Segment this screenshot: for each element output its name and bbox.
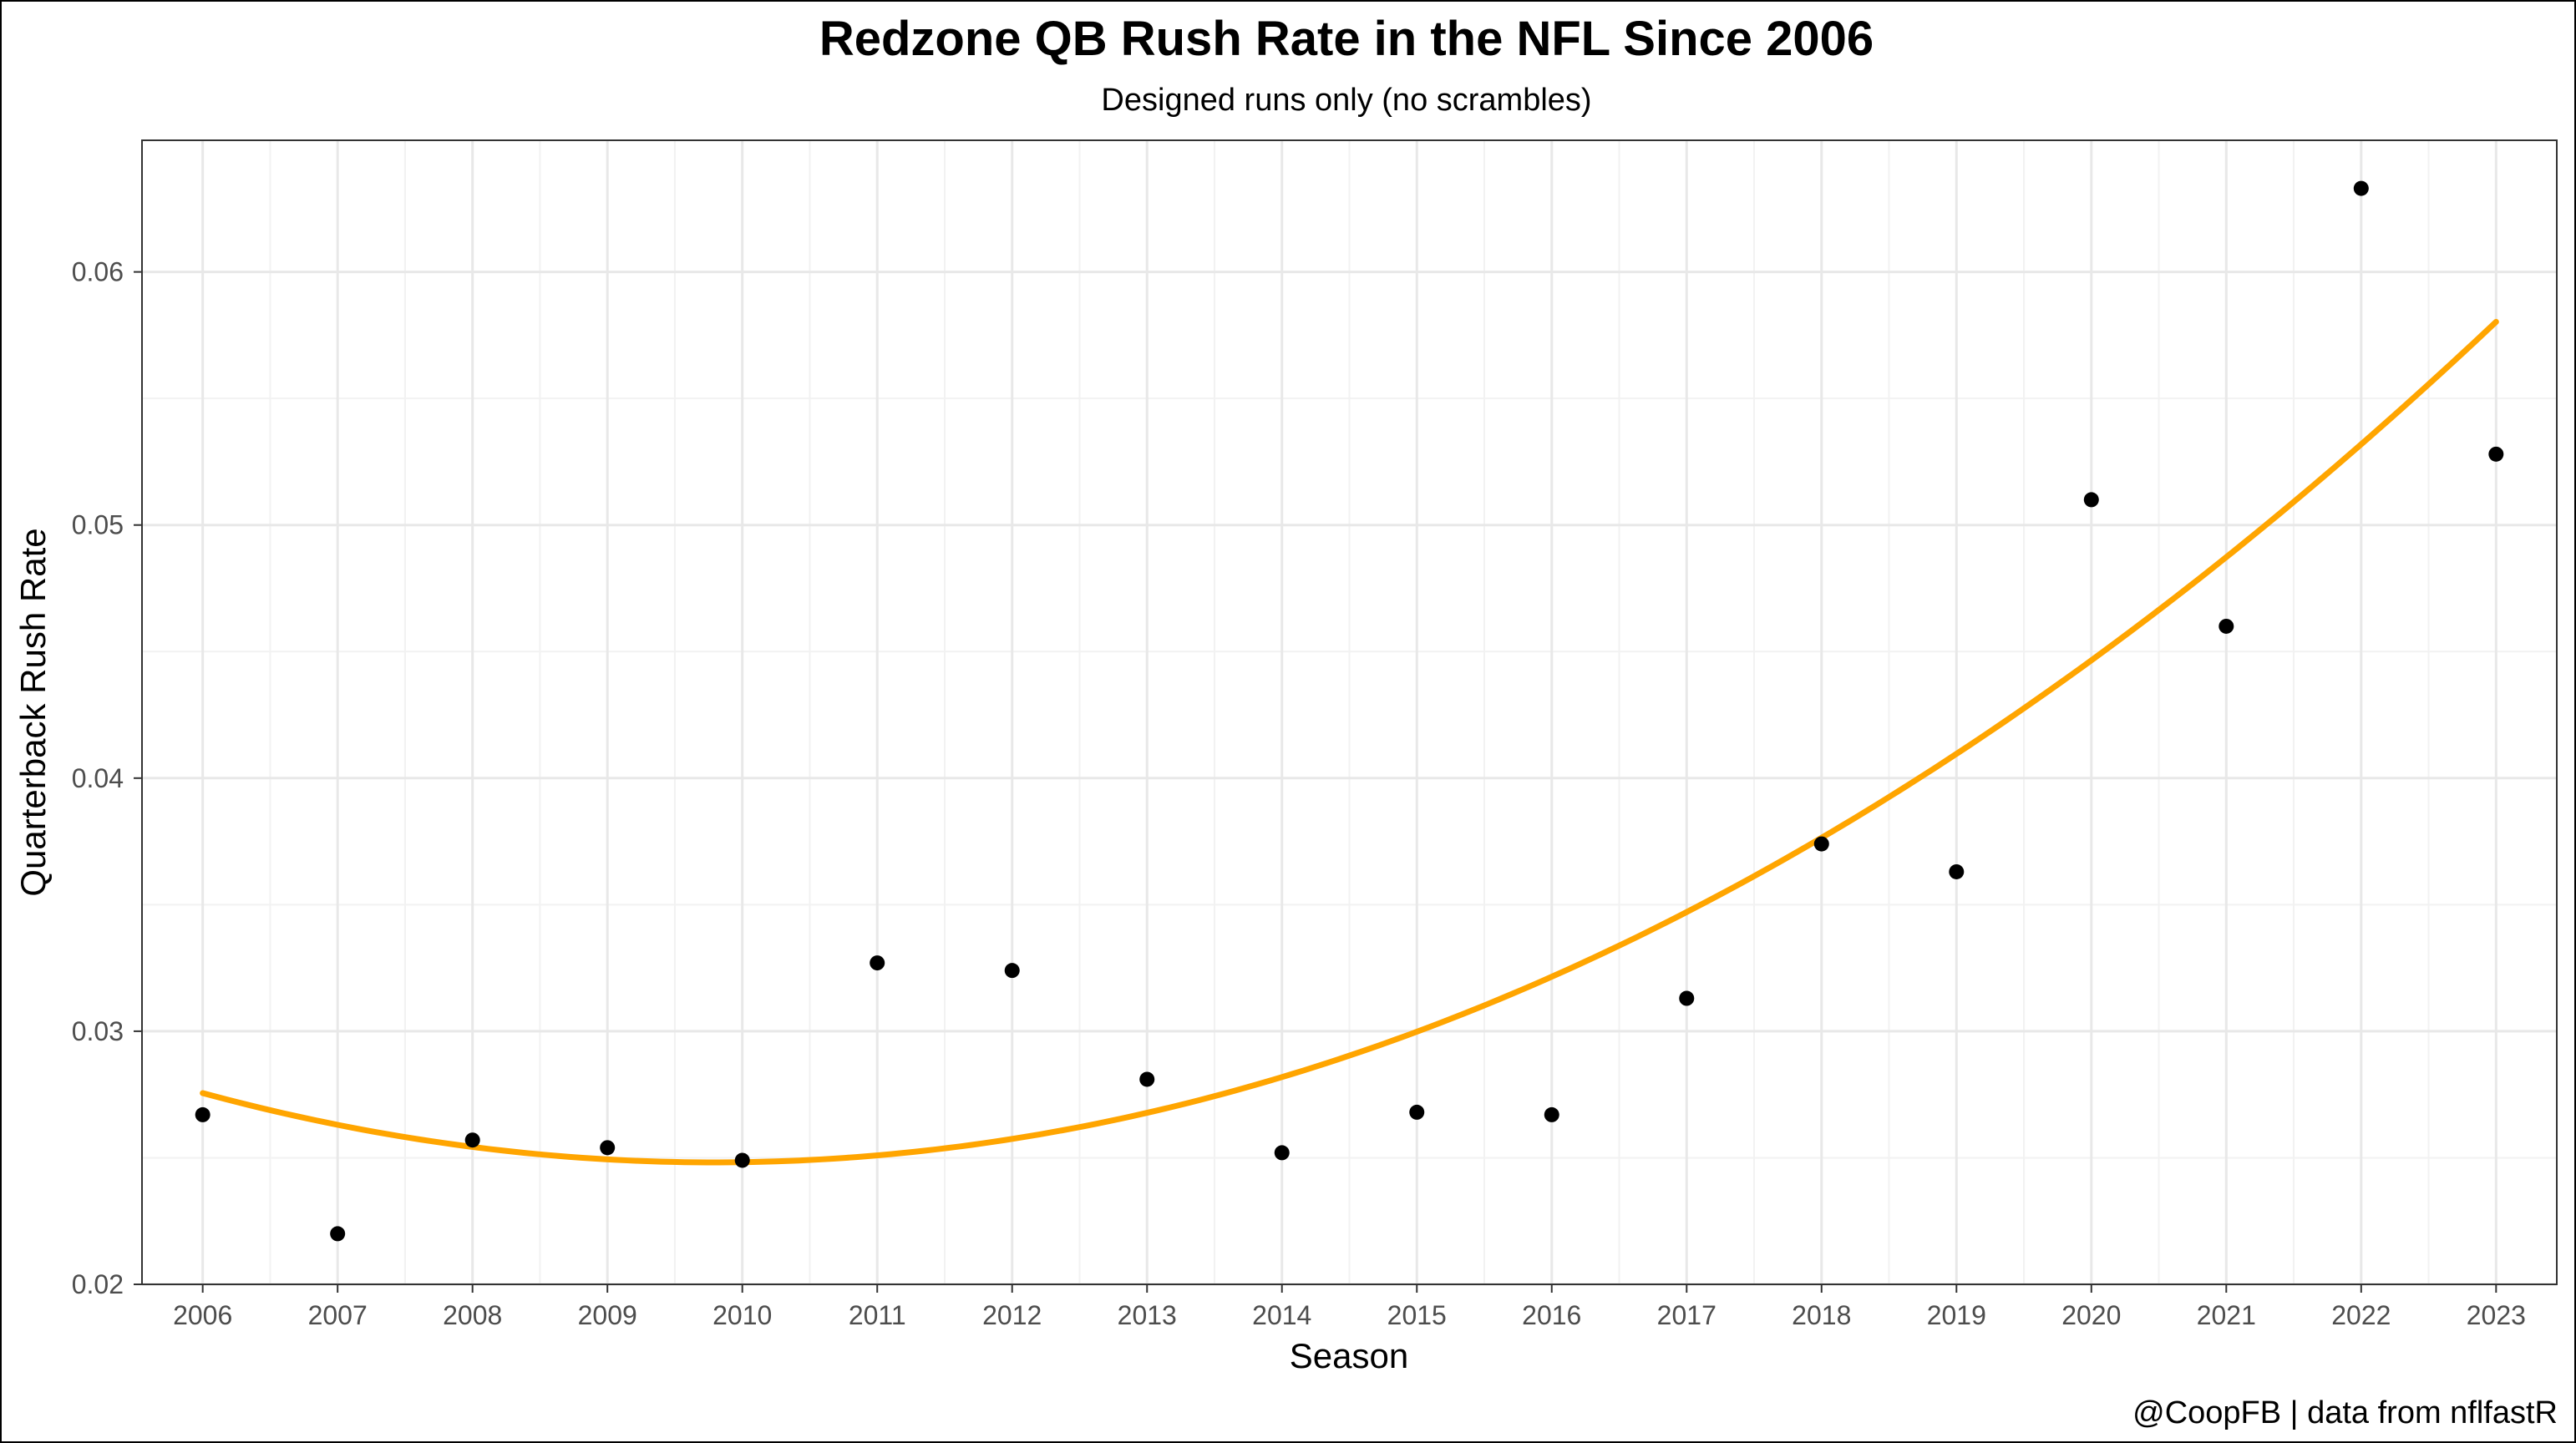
data-point-2011 (870, 955, 885, 971)
trend-line (200, 318, 2499, 1166)
x-tick-label: 2007 (308, 1300, 368, 1330)
x-tick-label: 2023 (2467, 1300, 2526, 1330)
x-tick-label: 2016 (1522, 1300, 1581, 1330)
x-tick-label: 2020 (2061, 1300, 2121, 1330)
x-tick-label: 2006 (173, 1300, 232, 1330)
x-tick-label: 2008 (443, 1300, 502, 1330)
plot-border (141, 139, 2558, 1285)
x-tick-label: 2013 (1118, 1300, 1177, 1330)
x-tick-label: 2021 (2197, 1300, 2256, 1330)
y-tick-label: 0.02 (72, 1269, 124, 1299)
y-tick-label: 0.04 (72, 763, 124, 793)
data-point-2023 (2488, 446, 2504, 462)
data-point-2017 (1679, 990, 1695, 1006)
x-tick-label: 2018 (1792, 1300, 1851, 1330)
data-point-2007 (330, 1226, 346, 1242)
y-tick-label: 0.05 (72, 510, 124, 540)
x-tick-label: 2019 (1927, 1300, 1986, 1330)
data-point-2016 (1544, 1106, 1559, 1122)
data-point-2009 (600, 1140, 616, 1156)
y-axis-title: Quarterback Rush Rate (13, 528, 53, 896)
x-axis-title: Season (1290, 1336, 1408, 1375)
data-point-2012 (1004, 963, 1020, 979)
data-point-2022 (2353, 180, 2369, 196)
data-point-2020 (2083, 492, 2099, 508)
chart-subtitle: Designed runs only (no scrambles) (1101, 83, 1591, 118)
data-point-2019 (1949, 863, 1965, 879)
data-points (195, 180, 2504, 1242)
x-tick-label: 2015 (1387, 1300, 1447, 1330)
x-tick-label: 2011 (849, 1300, 906, 1330)
y-axis-ticks: 0.02 0.03 0.04 0.05 0.06 (72, 257, 142, 1299)
x-tick-label: 2014 (1252, 1300, 1311, 1330)
data-point-2008 (464, 1132, 480, 1148)
y-tick-label: 0.03 (72, 1016, 124, 1046)
x-tick-label: 2022 (2331, 1300, 2391, 1330)
x-tick-label: 2009 (578, 1300, 637, 1330)
x-tick-label: 2012 (982, 1300, 1042, 1330)
x-axis-ticks: 2006 2007 2008 2009 2010 2011 2012 2013 2014 2015… (173, 1284, 2526, 1330)
minor-gridlines (142, 140, 2557, 1284)
data-point-2015 (1409, 1104, 1425, 1120)
data-point-2018 (1813, 836, 1829, 852)
data-point-2013 (1139, 1071, 1155, 1087)
chart-caption: @CoopFB | data from nflfastR (2132, 1395, 2558, 1430)
data-point-2006 (195, 1106, 210, 1122)
x-tick-label: 2017 (1657, 1300, 1716, 1330)
chart-title: Redzone QB Rush Rate in the NFL Since 20… (819, 12, 1874, 66)
data-point-2010 (734, 1152, 750, 1168)
y-tick-label: 0.06 (72, 257, 124, 287)
data-point-2021 (2219, 618, 2234, 634)
x-tick-label: 2010 (712, 1300, 772, 1330)
data-point-2014 (1274, 1145, 1290, 1161)
